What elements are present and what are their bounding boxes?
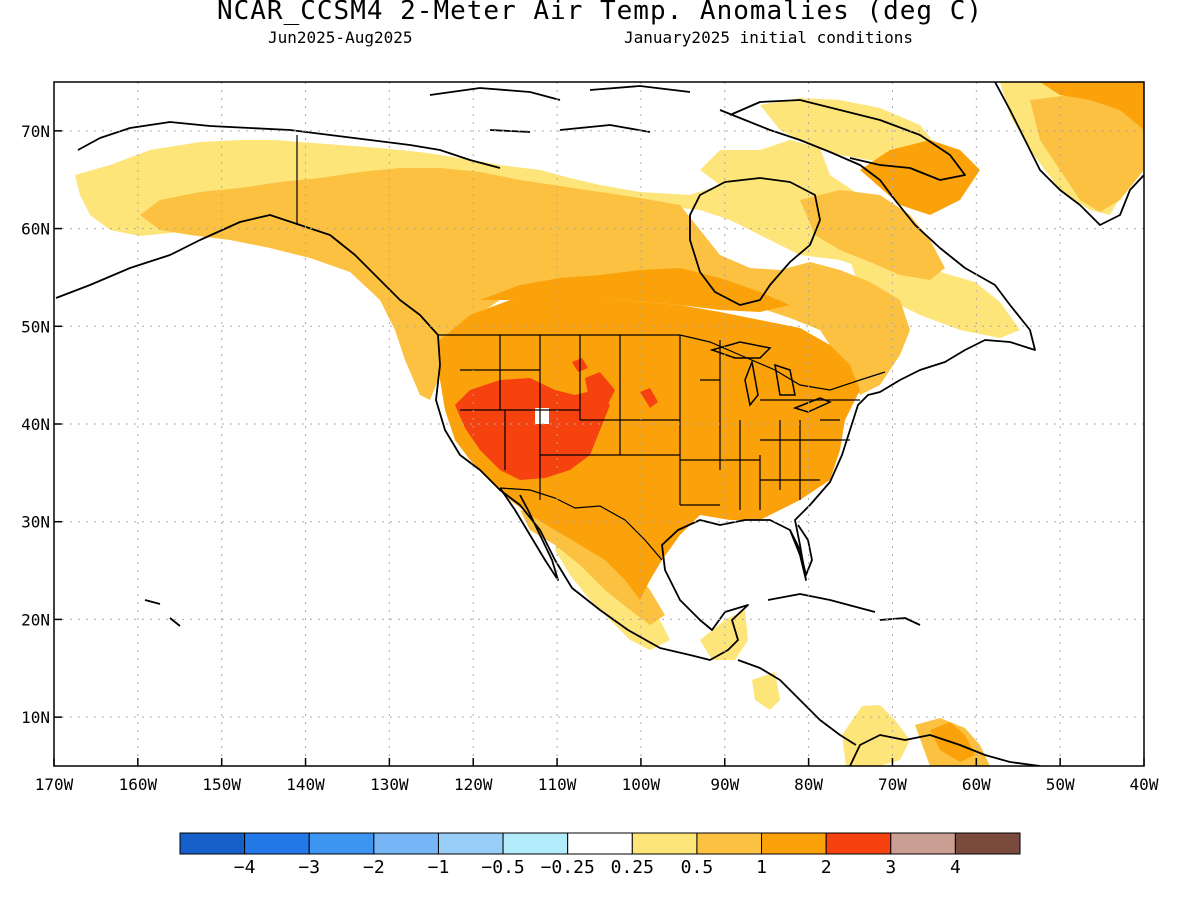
lake-superior <box>709 341 772 359</box>
hudson-bay-outline <box>689 177 821 306</box>
wyoming-red-patch <box>585 372 615 410</box>
north-america-coastline <box>55 109 1036 661</box>
canada-west-lightorange <box>140 168 910 400</box>
greenland-coast <box>994 82 1144 226</box>
colorbar-swatch <box>890 832 956 855</box>
lon-tick-label: 60W <box>962 775 991 794</box>
lon-tick-label: 140W <box>286 775 325 794</box>
conus-orange <box>440 295 860 600</box>
central-america-yellow <box>752 672 780 710</box>
colorbar-swatch <box>373 832 439 855</box>
colorbar-swatch <box>502 832 569 855</box>
quebec-lightorange <box>800 190 945 280</box>
lon-tick-label: 120W <box>454 775 493 794</box>
colorbar-swatch <box>244 832 310 855</box>
colorbar-swatch <box>954 832 1021 855</box>
season-subtitle: Jun2025-Aug2025 <box>268 28 413 47</box>
latitude-ticks: 10N 20N 30N 40N 50N 60N 70N <box>21 122 62 727</box>
figure-title: NCAR_CCSM4 2-Meter Air Temp. Anomalies (… <box>216 0 984 26</box>
colorbar-label: 2 <box>821 857 832 878</box>
colorbar-label: −3 <box>298 857 320 878</box>
lon-tick-label: 160W <box>119 775 158 794</box>
canada-central-orange <box>480 268 790 312</box>
lon-tick-label: 170W <box>35 775 74 794</box>
hudson-east-orange <box>860 140 980 215</box>
colorbar-swatch <box>437 832 504 855</box>
colorbar-label: 1 <box>756 857 767 878</box>
lat-tick-label: 30N <box>21 513 50 532</box>
baffin-yellow <box>760 98 940 165</box>
state-lines-east <box>760 399 860 500</box>
mexico-lightorange <box>520 510 665 625</box>
lon-tick-label: 100W <box>622 775 661 794</box>
lon-tick-label: 50W <box>1046 775 1075 794</box>
colorbar-swatch <box>308 832 375 855</box>
us-mexico-border <box>499 487 663 561</box>
colorbar-label: −4 <box>234 857 256 878</box>
gridlines <box>54 82 1144 766</box>
colorbar-label: 0.5 <box>681 857 714 878</box>
hispaniola <box>879 617 921 626</box>
hawaii <box>144 599 181 627</box>
lon-tick-label: 40W <box>1130 775 1159 794</box>
political-borders <box>296 135 886 561</box>
colorbar-label: −2 <box>363 857 385 878</box>
canada-us-border <box>438 334 886 391</box>
lake-michigan <box>744 359 759 407</box>
florida <box>789 524 813 576</box>
colorbar-swatch <box>825 832 892 855</box>
state-lines-central <box>679 335 761 510</box>
cuba <box>767 593 876 613</box>
colorbar-label: −0.5 <box>481 857 524 878</box>
lon-tick-label: 70W <box>878 775 907 794</box>
lake-erie <box>792 397 832 413</box>
colorbar-swatch <box>761 832 827 855</box>
nebraska-red-patch <box>640 388 658 408</box>
yucatan-yellow <box>700 610 748 660</box>
colorbar-swatch <box>567 832 633 855</box>
lat-tick-label: 40N <box>21 415 50 434</box>
lat-tick-label: 50N <box>21 317 50 336</box>
initial-conditions-subtitle: January2025 initial conditions <box>624 28 913 47</box>
lon-tick-label: 90W <box>710 775 739 794</box>
anomaly-shading <box>54 82 1144 766</box>
colorbar-swatch <box>696 832 763 855</box>
lat-tick-label: 20N <box>21 610 50 629</box>
central-america <box>737 659 857 746</box>
lat-tick-label: 60N <box>21 220 50 239</box>
colorbar-label: 3 <box>885 857 896 878</box>
lake-huron <box>774 363 796 396</box>
great-lakes <box>709 341 832 413</box>
lon-tick-label: 110W <box>538 775 577 794</box>
colorbar-label: 0.25 <box>611 857 654 878</box>
colorbar-swatch <box>631 832 698 855</box>
colorbar-label: −1 <box>428 857 450 878</box>
baffin-island <box>729 99 966 181</box>
utah-neutral-cell <box>535 408 549 424</box>
anomaly-fill-1-2 <box>440 82 1144 762</box>
greenland-orange <box>1040 82 1144 130</box>
arctic-islands <box>429 85 691 133</box>
greenland-lightorange <box>1030 92 1144 212</box>
coastlines <box>55 82 1144 766</box>
lon-tick-label: 130W <box>370 775 409 794</box>
lat-tick-label: 70N <box>21 122 50 141</box>
lon-tick-label: 150W <box>202 775 241 794</box>
lat-tick-label: 10N <box>21 708 50 727</box>
baja-peninsula <box>499 487 559 581</box>
colorbar-swatch <box>179 832 246 855</box>
south-america-coast <box>849 734 1041 766</box>
south-america-yellow <box>842 705 910 766</box>
longitude-ticks: 170W 160W 150W 140W 130W 120W 110W 100W 90W 80W 70… <box>35 758 1159 794</box>
colorbar: −4 −3 −2 −1 −0.5 −0.25 0.25 0.5 1 2 3 4 <box>179 832 1021 878</box>
colorbar-label: 4 <box>950 857 961 878</box>
colorbar-label: −0.25 <box>541 857 595 878</box>
lon-tick-label: 80W <box>794 775 823 794</box>
alaska-north-coast <box>77 121 501 169</box>
state-lines-west <box>460 335 680 500</box>
labrador-yellow <box>850 250 1020 338</box>
